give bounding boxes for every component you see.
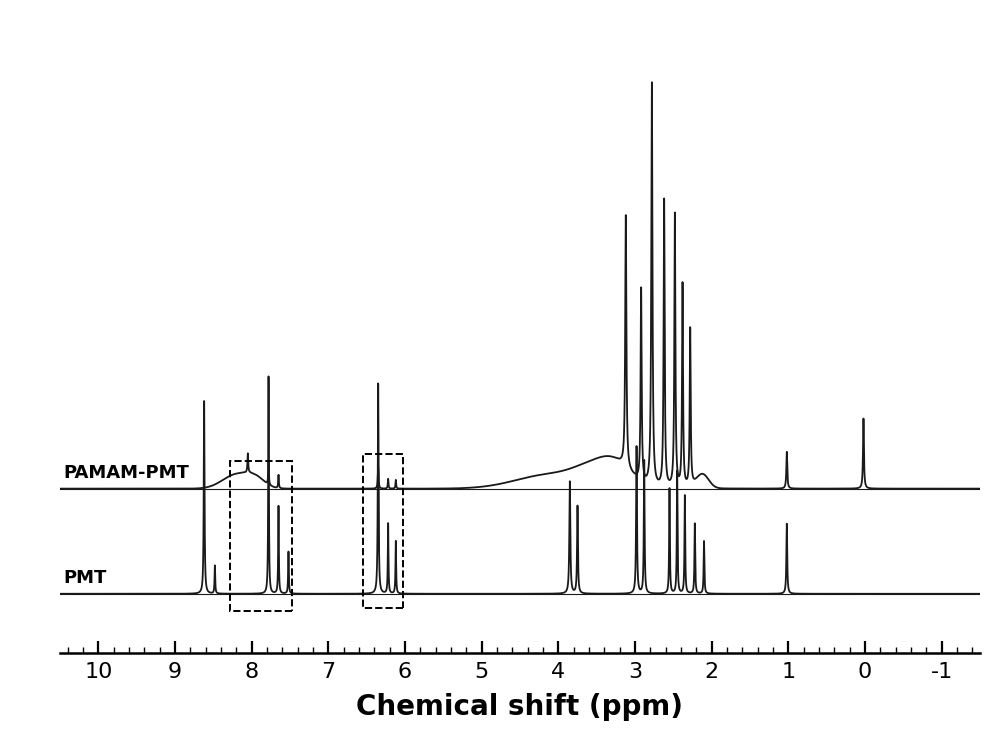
Text: PMT: PMT <box>64 569 107 587</box>
X-axis label: Chemical shift (ppm): Chemical shift (ppm) <box>356 693 684 721</box>
Bar <box>363 454 403 608</box>
Bar <box>230 460 292 611</box>
Text: PAMAM-PMT: PAMAM-PMT <box>64 464 190 482</box>
